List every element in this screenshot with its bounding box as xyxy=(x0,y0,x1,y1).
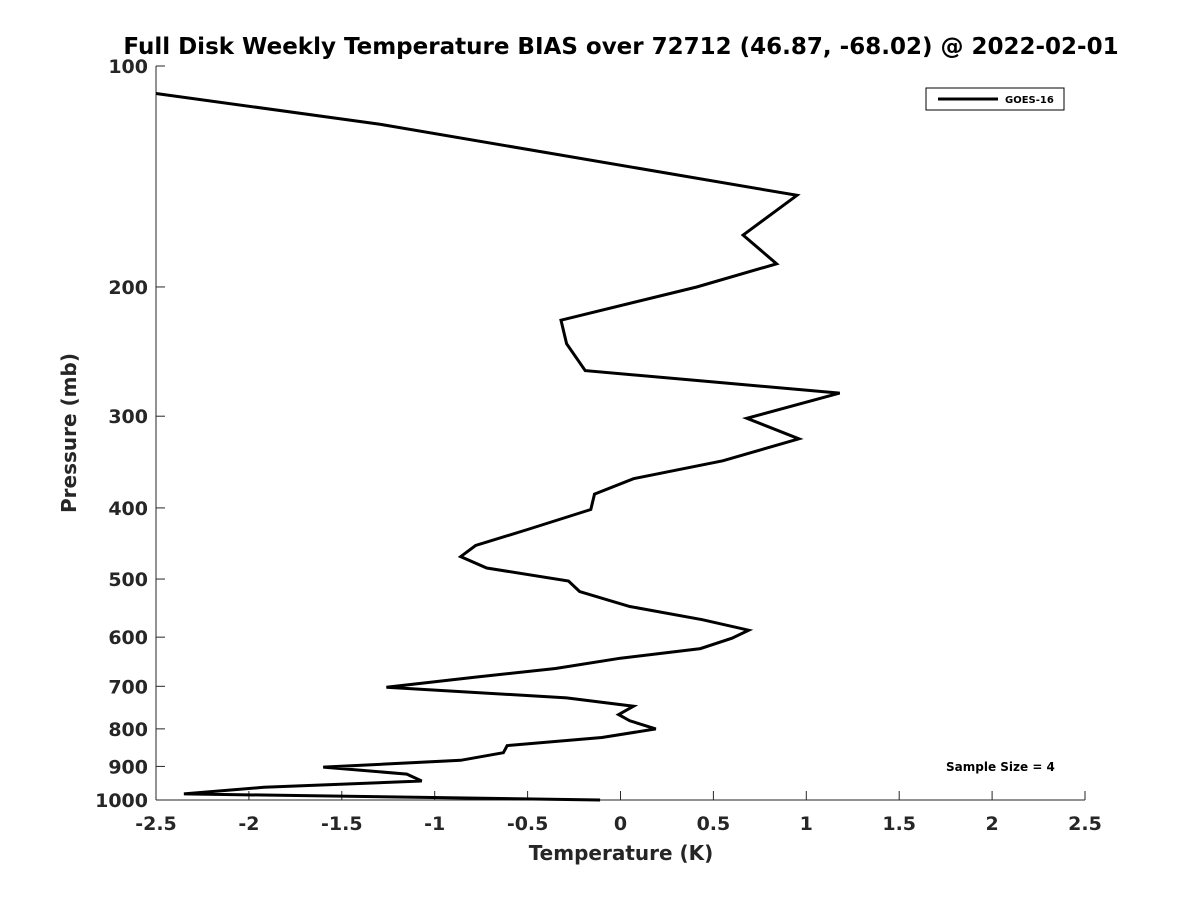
y-tick-label: 300 xyxy=(108,406,148,428)
x-tick-label: -0.5 xyxy=(507,813,549,835)
y-tick-label: 400 xyxy=(108,498,148,520)
x-tick-label: 1 xyxy=(800,813,813,835)
y-tick-label: 1000 xyxy=(95,790,148,812)
y-tick-label: 600 xyxy=(108,627,148,649)
series-layer xyxy=(155,92,841,802)
x-tick-label: 0.5 xyxy=(697,813,731,835)
y-axis: 100 200 300 400 500 600 700 800 900 1000 xyxy=(95,56,165,812)
sample-size-annotation: Sample Size = 4 xyxy=(946,760,1055,774)
y-tick-label: 700 xyxy=(108,676,148,698)
x-tick-label: -2.5 xyxy=(135,813,177,835)
y-axis-label: Pressure (mb) xyxy=(57,353,81,513)
y-tick-label: 800 xyxy=(108,719,148,741)
x-tick-label: -2 xyxy=(238,813,259,835)
series-line-goes-16 xyxy=(155,92,841,802)
x-tick-label: 2 xyxy=(985,813,998,835)
chart-title: Full Disk Weekly Temperature BIAS over 7… xyxy=(123,34,1118,60)
x-tick-label: -1 xyxy=(424,813,445,835)
x-tick-label: 2.5 xyxy=(1068,813,1102,835)
x-tick-label: 0 xyxy=(614,813,627,835)
legend: GOES-16 xyxy=(925,87,1065,111)
x-tick-label: -1.5 xyxy=(321,813,363,835)
y-tick-label: 500 xyxy=(108,569,148,591)
y-tick-label: 900 xyxy=(108,756,148,778)
legend-label-goes-16: GOES-16 xyxy=(1005,95,1054,106)
x-tick-label: 1.5 xyxy=(882,813,916,835)
plot-axes xyxy=(155,66,1085,801)
x-axis-label: Temperature (K) xyxy=(529,841,714,865)
x-axis: -2.5 -2 -1.5 -1 -0.5 0 0.5 1 1.5 2 2.5 xyxy=(135,791,1102,835)
y-tick-label: 100 xyxy=(108,56,148,78)
y-tick-label: 200 xyxy=(108,277,148,299)
